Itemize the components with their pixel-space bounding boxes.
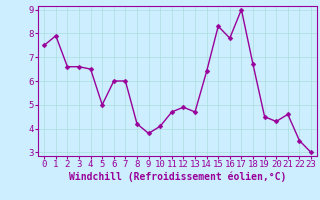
X-axis label: Windchill (Refroidissement éolien,°C): Windchill (Refroidissement éolien,°C) [69,172,286,182]
